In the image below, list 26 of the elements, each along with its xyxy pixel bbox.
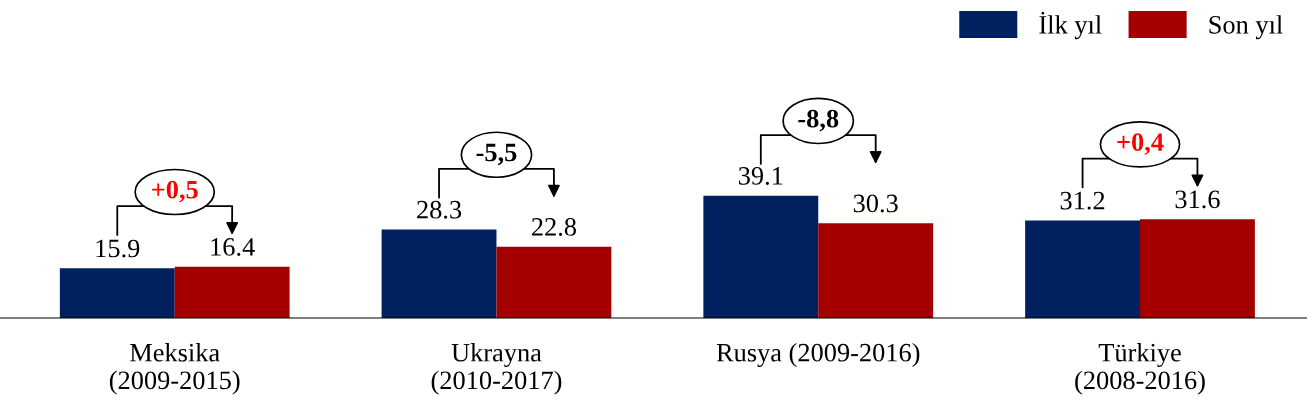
x-tick-label: Türkiye (2008-2016) bbox=[1075, 343, 1205, 395]
data-label: 22.8 bbox=[531, 217, 576, 236]
x-tick-label: Ukrayna (2010-2017) bbox=[431, 343, 562, 395]
bar bbox=[59, 268, 175, 319]
annotation: +0,5 bbox=[152, 180, 198, 203]
bar bbox=[1140, 219, 1255, 319]
bar bbox=[703, 195, 819, 319]
bar bbox=[1025, 220, 1141, 319]
text: +0,4 bbox=[1117, 133, 1164, 155]
data-label: 31.2 bbox=[1060, 191, 1105, 210]
data-label: 28.3 bbox=[417, 200, 462, 219]
legend-label: İlk yıl bbox=[1039, 11, 1102, 40]
bar bbox=[496, 246, 612, 319]
text: -8,8 bbox=[798, 109, 839, 132]
data-label: 15.9 bbox=[96, 239, 140, 258]
text: -5,5 bbox=[476, 143, 517, 166]
data-label: 30.3 bbox=[853, 194, 898, 213]
legend-label: Son yıl bbox=[1209, 15, 1283, 40]
bar bbox=[818, 223, 934, 319]
data-label: 31.6 bbox=[1175, 190, 1220, 209]
x-tick-label: Rusya (2009-2016) bbox=[716, 343, 920, 368]
bar bbox=[174, 266, 290, 319]
bar bbox=[381, 229, 497, 319]
data-label: 16.4 bbox=[211, 238, 255, 256]
data-label: 39.1 bbox=[738, 167, 783, 185]
x-tick-label: Meksika (2009-2015) bbox=[109, 343, 240, 395]
